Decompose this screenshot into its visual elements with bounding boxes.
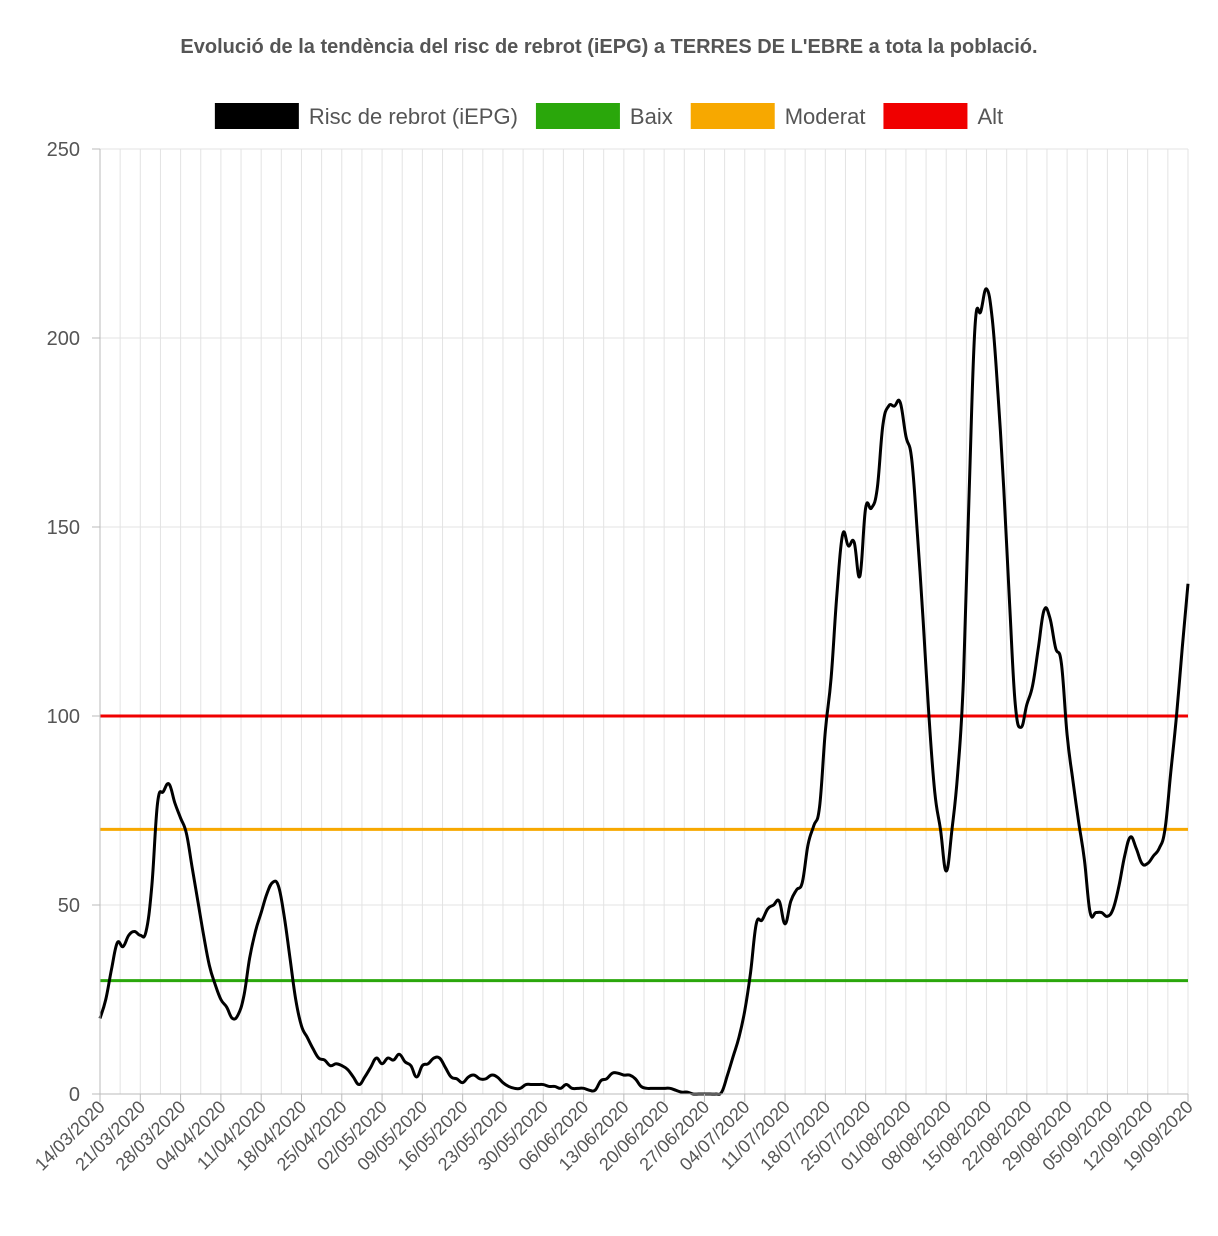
y-axis-ticks: 0 50 100 150 200 250 — [47, 139, 100, 1106]
grid-lines — [99, 148, 1189, 1095]
legend-swatch — [214, 103, 299, 129]
threshold-lines — [100, 714, 1188, 983]
y-tick-label: 50 — [58, 895, 80, 917]
y-tick-label: 150 — [47, 517, 80, 539]
y-tick-label: 100 — [47, 706, 80, 728]
series-lines — [98, 287, 1190, 1096]
y-tick-label: 0 — [69, 1084, 80, 1106]
legend-label: Baix — [630, 104, 673, 129]
y-tick-label: 250 — [47, 139, 80, 161]
chart-title: Evolució de la tendència del risc de reb… — [180, 36, 1038, 58]
legend-label: Risc de rebrot (iEPG) — [309, 104, 518, 129]
legend-swatch — [690, 103, 775, 129]
legend-swatch — [883, 103, 968, 129]
axes — [99, 149, 1188, 1095]
x-axis-ticks: 14/03/202021/03/202028/03/202004/04/2020… — [31, 1094, 1197, 1175]
legend: Risc de rebrot (iEPG) Baix Moderat Alt — [214, 103, 1003, 129]
series-line-risc-de-rebrot — [98, 287, 1190, 1096]
y-tick-label: 200 — [47, 328, 80, 350]
legend-label: Moderat — [785, 104, 866, 129]
legend-swatch — [535, 103, 620, 129]
legend-label: Alt — [977, 104, 1003, 129]
